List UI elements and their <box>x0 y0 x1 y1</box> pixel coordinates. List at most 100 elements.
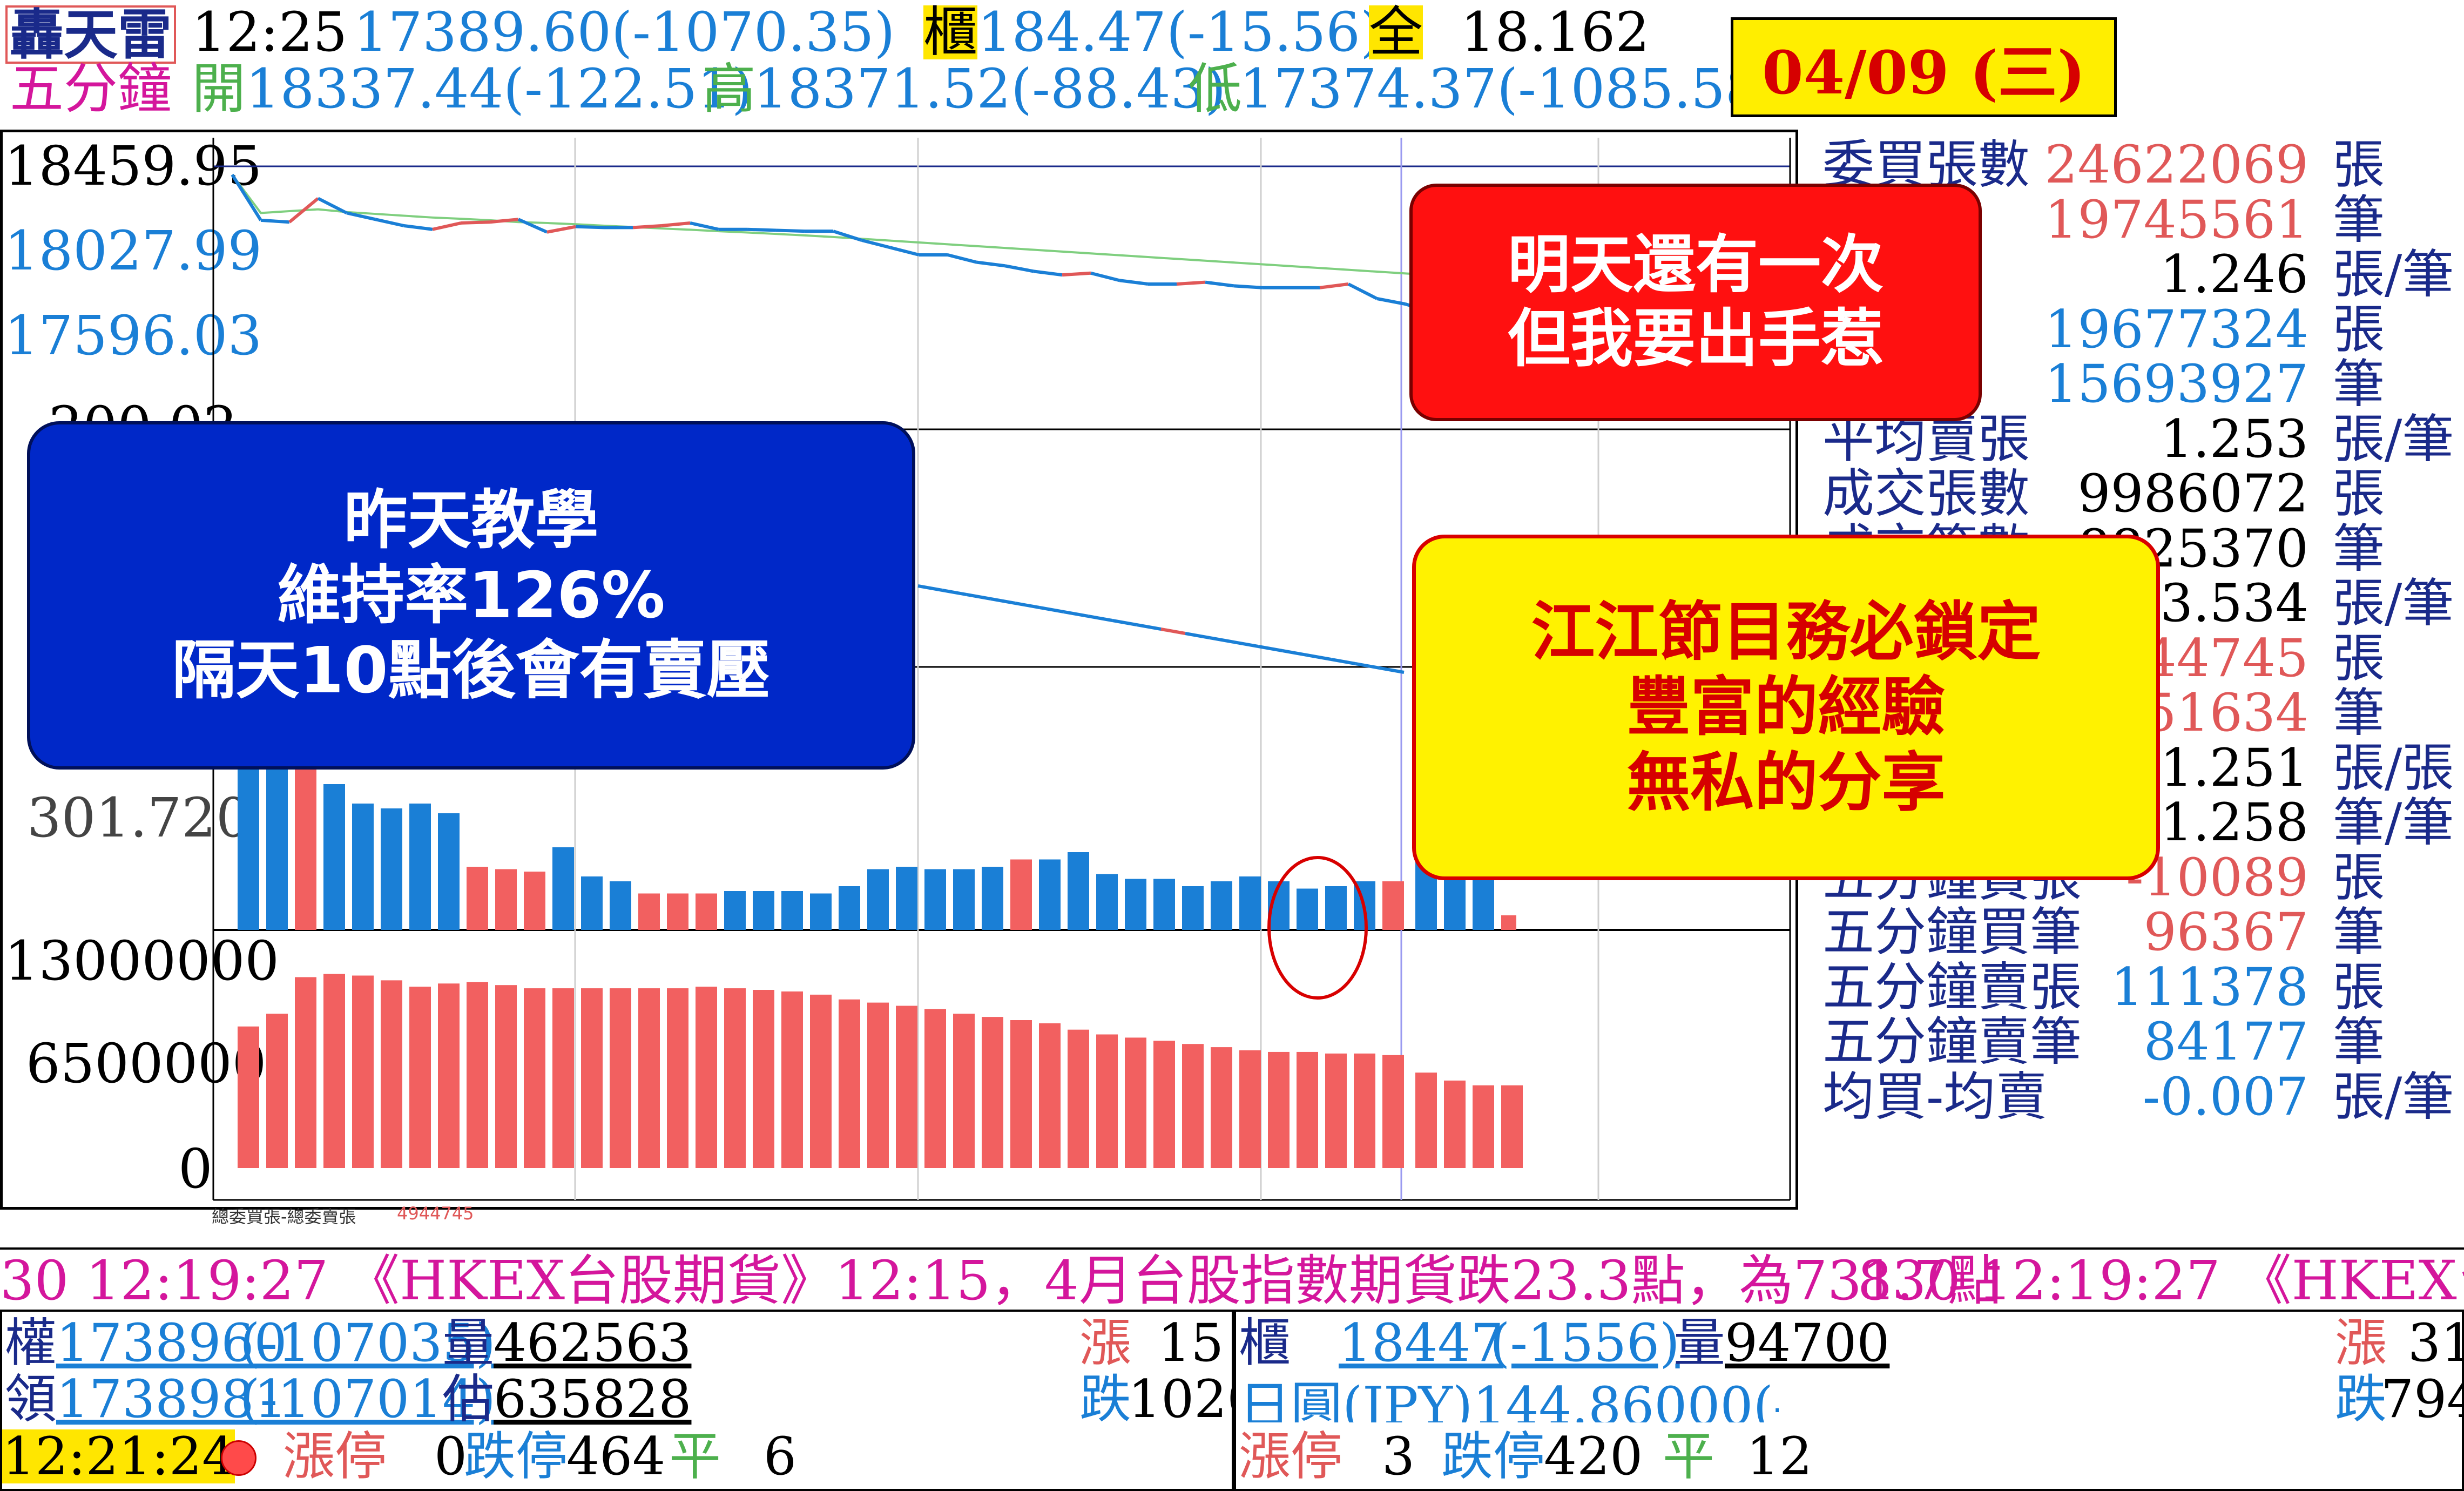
open-label: 開 <box>192 57 246 120</box>
volume-tick-zero: 0 <box>178 1137 213 1200</box>
price-segment <box>747 227 777 232</box>
bottom-right-panel: 櫃 18447 (-1556) 量 94700 漲 31 日圓(JPY)144.… <box>1234 1310 2464 1491</box>
weighted-change: (-107035) <box>240 1313 496 1373</box>
blue-annotation-line-2: 維持率126% <box>277 557 665 632</box>
otc-change-bottom: (-1556) <box>1490 1313 1680 1373</box>
limit-down-label: 跌停 <box>464 1426 568 1487</box>
cumulative-volume-bar <box>323 974 345 1168</box>
index-value: 17389.60(-1070.35) <box>354 1 895 64</box>
stat-unit: 筆 <box>2333 518 2385 579</box>
price-segment <box>461 220 490 225</box>
cumulative-volume-bar <box>867 1002 889 1168</box>
stat-label: 五分鐘賣筆 <box>1822 1011 2082 1072</box>
low-label: 低 <box>1188 57 1242 120</box>
net-order-bar <box>1297 888 1318 930</box>
stat-unit: 張 <box>2333 134 2385 195</box>
lead-change: (-107014) <box>240 1369 496 1429</box>
stat-unit: 筆 <box>2333 902 2385 962</box>
net-order-bar <box>552 847 574 930</box>
stat-value: 9986072 <box>2077 463 2308 524</box>
net-order-bar <box>1325 886 1347 930</box>
stat-label: 成交張數 <box>1822 463 2030 524</box>
price-segment <box>375 218 404 227</box>
indicator-segment <box>1331 658 1356 665</box>
stat-value: -0.007 <box>2142 1066 2308 1127</box>
net-order-bar <box>1182 886 1204 930</box>
net-order-bar <box>381 808 402 930</box>
red-annotation-line-1: 明天還有一次 <box>1508 228 1884 302</box>
cumulative-volume-bar <box>495 985 517 1168</box>
otc-limit-down-value: 420 <box>1544 1426 1643 1487</box>
indicator-segment <box>942 589 967 596</box>
weighted-label: 權 <box>5 1313 57 1373</box>
indicator-segment <box>1379 666 1405 674</box>
net-order-bar <box>1211 881 1232 930</box>
high-label: 高 <box>702 57 756 120</box>
yellow-annotation-line-3: 無私的分享 <box>1626 745 1946 820</box>
stat-value: 96367 <box>2143 902 2308 962</box>
price-segment <box>317 197 348 215</box>
otc-value: 184.47(-15.56) <box>977 1 1381 64</box>
ticker-text-repeat: 830 12:19:27 《HKEX台股 <box>1858 1249 2464 1310</box>
blue-annotation: 昨天教學 維持率126% 隔天10點後會有賣壓 <box>27 421 915 770</box>
price-segment <box>1233 284 1263 289</box>
price-segment <box>546 225 576 234</box>
news-ticker[interactable]: 30 12:19:27 《HKEX台股期貨》12:15，4月台股指數期貨跌23.… <box>0 1247 2464 1310</box>
status-dot-icon <box>221 1440 256 1476</box>
volume-tick-mid: 6500000 <box>26 1032 267 1095</box>
cumulative-volume-bar <box>1125 1037 1146 1168</box>
net-order-bar <box>638 893 660 930</box>
cumulative-volume-bar <box>1068 1029 1089 1168</box>
price-segment <box>1090 271 1120 282</box>
net-order-bar <box>524 872 545 930</box>
indicator-segment <box>1015 602 1040 609</box>
stat-label: 五分鐘買筆 <box>1822 902 2082 962</box>
cumulative-volume-bar <box>1354 1053 1375 1168</box>
price-segment <box>632 224 662 230</box>
net-order-bar <box>753 891 774 930</box>
net-order-bar <box>1501 915 1516 930</box>
fx-row: 日圓(JPY)144.86000(-1.41000) <box>1239 1379 1779 1422</box>
cumulative-volume-bar <box>552 988 574 1168</box>
otc-volume-value: 94700 <box>1725 1313 1890 1373</box>
stat-value: 1.246 <box>2160 244 2308 305</box>
net-order-bar <box>438 813 460 930</box>
otc-up-label: 漲 <box>2335 1313 2387 1373</box>
estimate-label: 估 <box>442 1369 494 1429</box>
cumulative-volume-bar <box>1415 1072 1437 1168</box>
cumulative-volume-bar <box>581 988 603 1168</box>
highlight-circle <box>1267 856 1368 1000</box>
cumulative-volume-bar <box>381 980 402 1168</box>
red-annotation-line-2: 但我要出手惹 <box>1508 302 1884 375</box>
indicator-segment <box>1185 632 1210 639</box>
stat-label: 均買-均賣 <box>1822 1066 2048 1127</box>
price-segment <box>1319 282 1349 289</box>
stat-label: 委買張數 <box>1822 134 2030 195</box>
stat-value: 19745561 <box>2044 189 2308 250</box>
indicator-segment <box>966 593 991 601</box>
date-badge: 04/09 (三) <box>1731 17 2117 117</box>
cumulative-volume-bar <box>524 988 545 1168</box>
cumulative-volume-bar <box>953 1014 975 1168</box>
stat-value: 19677324 <box>2044 299 2308 360</box>
up-label: 漲 <box>1079 1313 1131 1373</box>
stat-unit: 筆 <box>2333 683 2385 743</box>
limit-up-value: 0 <box>434 1426 468 1487</box>
stat-unit: 張 <box>2333 847 2385 908</box>
otc-flat-value: 12 <box>1746 1426 1813 1487</box>
cumulative-volume-bar <box>1182 1044 1204 1168</box>
lead-label: 領 <box>5 1369 57 1429</box>
cumulative-volume-bar <box>1444 1080 1466 1168</box>
indicator-segment <box>1355 662 1380 670</box>
indicator-segment <box>1088 615 1113 622</box>
otc-flat-label: 平 <box>1663 1426 1714 1487</box>
otc-limit-up-value: 3 <box>1382 1426 1415 1487</box>
net-order-bar <box>982 867 1003 930</box>
stat-value: 3.534 <box>2160 573 2308 633</box>
indicator-segment <box>990 597 1016 605</box>
stat-value: 1.251 <box>2160 737 2308 798</box>
cumulative-volume-bar <box>810 994 832 1168</box>
indicator-segment <box>1112 619 1137 626</box>
stat-unit: 張 <box>2333 956 2385 1017</box>
price-segment <box>1004 264 1034 273</box>
